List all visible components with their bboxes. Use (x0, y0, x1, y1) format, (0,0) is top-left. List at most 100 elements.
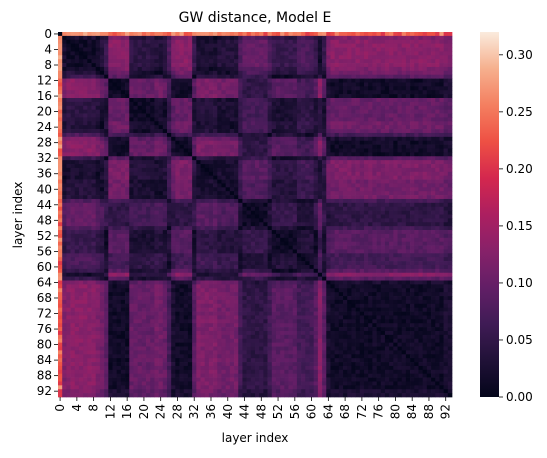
heatmap-cell (192, 59, 197, 64)
heatmap-cell (368, 226, 373, 231)
heatmap-cell (338, 86, 344, 91)
heatmap-cell (150, 222, 155, 227)
heatmap-cell (200, 164, 206, 169)
heatmap-cell (150, 136, 155, 142)
heatmap-cell (410, 90, 415, 95)
heatmap-cell (351, 164, 356, 169)
heatmap-cell (439, 226, 444, 231)
heatmap-cell (166, 109, 172, 114)
heatmap-cell (376, 39, 382, 44)
heatmap-cell (284, 98, 289, 103)
heatmap-cell (112, 140, 118, 145)
heatmap-cell (447, 125, 453, 130)
heatmap-cell (154, 148, 159, 153)
heatmap-cell (108, 226, 113, 231)
heatmap-cell (443, 222, 449, 227)
heatmap-cell (150, 195, 155, 200)
heatmap-cell (255, 101, 260, 107)
heatmap-cell (129, 125, 134, 130)
heatmap-cell (376, 195, 382, 200)
heatmap-cell (435, 86, 440, 91)
heatmap-cell (95, 129, 101, 134)
heatmap-cell (317, 39, 323, 44)
heatmap-cell (250, 156, 256, 161)
heatmap-cell (150, 94, 155, 99)
heatmap-cell (95, 144, 101, 149)
heatmap-cell (326, 43, 331, 48)
heatmap-cell (104, 156, 109, 161)
heatmap-cell (431, 191, 436, 196)
heatmap-cell (196, 78, 201, 83)
heatmap-cell (418, 214, 424, 219)
heatmap-cell (443, 132, 449, 138)
heatmap-cell (62, 171, 67, 177)
heatmap-cell (284, 113, 289, 118)
heatmap-cell (255, 98, 260, 103)
heatmap-cell (322, 156, 327, 161)
heatmap-cell (401, 39, 407, 44)
heatmap-cell (91, 47, 97, 52)
heatmap-cell (275, 179, 281, 184)
heatmap-cell (150, 90, 155, 95)
heatmap-cell (405, 198, 411, 204)
heatmap-cell (150, 179, 155, 184)
heatmap-cell (125, 144, 130, 149)
heatmap-cell (313, 144, 319, 149)
heatmap-cell (284, 66, 289, 72)
heatmap-cell (296, 105, 302, 111)
heatmap-cell (255, 144, 260, 149)
heatmap-cell (120, 152, 126, 157)
heatmap-cell (422, 175, 428, 180)
heatmap-cell (255, 183, 260, 188)
heatmap-cell (166, 86, 172, 91)
heatmap-cell (158, 86, 164, 91)
heatmap-cell (443, 117, 449, 122)
heatmap-cell (238, 230, 243, 235)
heatmap-cell (116, 82, 122, 87)
heatmap-cell (372, 78, 377, 83)
heatmap-cell (162, 59, 168, 64)
heatmap-cell (296, 198, 302, 204)
heatmap-cell (213, 35, 218, 41)
heatmap-cell (309, 74, 315, 79)
heatmap-cell (363, 140, 369, 145)
heatmap-cell (418, 171, 424, 177)
heatmap-cell (426, 86, 432, 91)
heatmap-cell (204, 202, 210, 208)
heatmap-cell (288, 63, 294, 68)
heatmap-cell (192, 109, 197, 114)
heatmap-cell (141, 218, 147, 223)
heatmap-cell (213, 198, 218, 204)
heatmap-cell (330, 160, 335, 165)
heatmap-cell (133, 164, 138, 169)
heatmap-cell (343, 152, 348, 157)
heatmap-cell (292, 179, 298, 184)
heatmap-cell (422, 129, 428, 134)
heatmap-cell (447, 74, 453, 79)
heatmap-cell (99, 129, 105, 134)
heatmap-cell (83, 51, 88, 56)
heatmap-cell (129, 94, 134, 99)
heatmap-cell (112, 90, 118, 95)
heatmap-cell (141, 70, 147, 76)
heatmap-cell (443, 94, 449, 99)
heatmap-cell (208, 136, 214, 142)
heatmap-cell (213, 140, 218, 145)
heatmap-cell (74, 82, 80, 87)
heatmap-cell (234, 125, 239, 130)
heatmap-cell (376, 98, 382, 103)
heatmap-cell (363, 136, 369, 142)
heatmap-cell (414, 78, 419, 83)
heatmap-cell (234, 167, 239, 173)
heatmap-cell (158, 179, 164, 184)
heatmap-cell (313, 160, 319, 165)
heatmap-cell (305, 35, 310, 41)
heatmap-cell (351, 171, 356, 177)
heatmap-cell (330, 70, 335, 76)
heatmap-cell (137, 214, 143, 219)
heatmap-cell (204, 101, 210, 107)
heatmap-cell (363, 202, 369, 208)
heatmap-cell (141, 140, 147, 145)
heatmap-cell (187, 214, 193, 219)
heatmap-cell (397, 233, 403, 239)
